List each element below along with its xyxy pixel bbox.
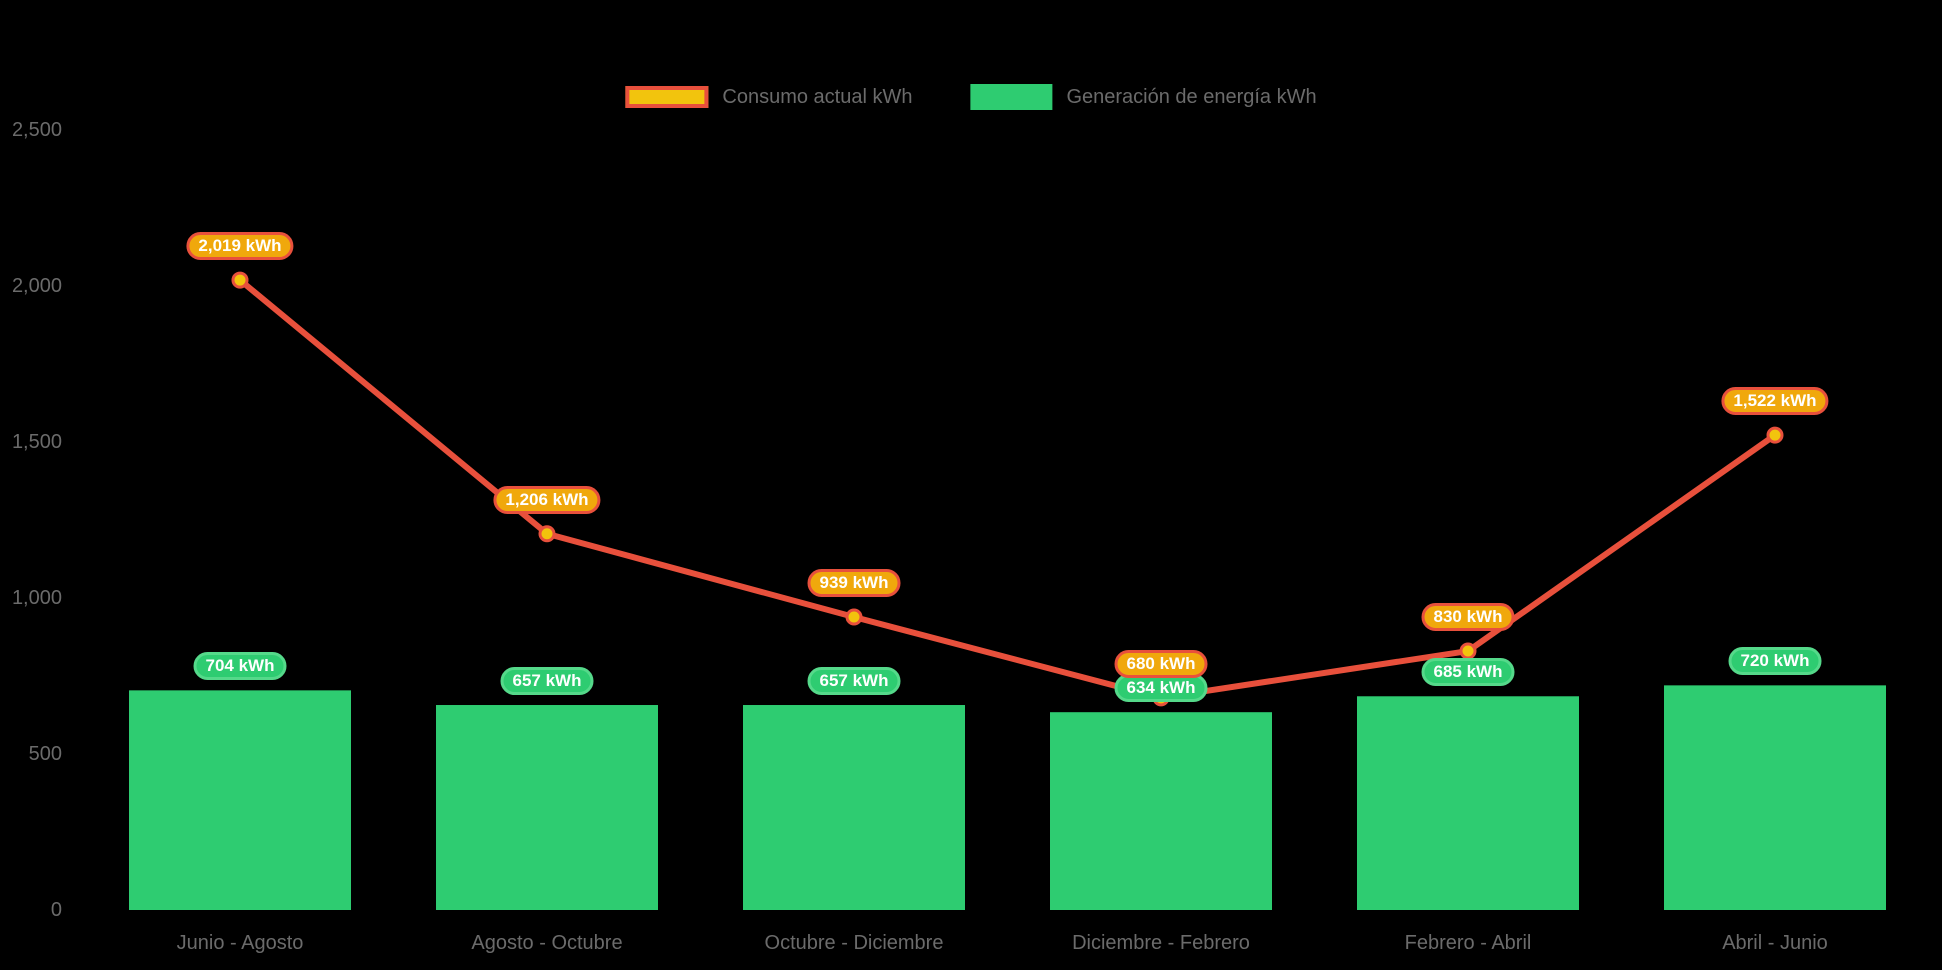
- consumption-value-label: 680 kWh: [1114, 649, 1208, 678]
- consumption-value-label: 830 kWh: [1421, 603, 1515, 632]
- consumo-swatch-icon: [625, 86, 709, 108]
- legend-item-consumo[interactable]: Consumo actual kWh: [625, 86, 912, 109]
- generation-bar[interactable]: [743, 705, 965, 910]
- generation-bar[interactable]: [436, 705, 658, 910]
- generation-value-label: 685 kWh: [1421, 658, 1515, 687]
- consumption-value-label: 1,206 kWh: [493, 485, 601, 514]
- legend-label-generacion: Generación de energía kWh: [1066, 85, 1317, 108]
- consumption-point[interactable]: [538, 525, 556, 543]
- x-axis-label-octubre-diciembre: Octubre - Diciembre: [764, 932, 944, 954]
- legend-label-consumo: Consumo actual kWh: [722, 85, 913, 108]
- generacion-swatch-icon: [970, 84, 1053, 110]
- chart-legend: Consumo actual kWh Generación de energía…: [625, 84, 1317, 110]
- consumption-point[interactable]: [231, 271, 249, 289]
- y-axis-label-2500: 2,500: [11, 119, 62, 141]
- y-axis-label-1500: 1,500: [11, 431, 62, 453]
- consumption-line: [238, 277, 1777, 701]
- x-axis-label-junio-agosto: Junio - Agosto: [176, 932, 304, 954]
- y-axis-label-2000: 2,000: [11, 275, 62, 297]
- consumption-value-label: 2,019 kWh: [186, 232, 294, 261]
- generation-bar[interactable]: [1050, 712, 1272, 910]
- consumption-point[interactable]: [845, 608, 863, 626]
- legend-item-generacion[interactable]: Generación de energía kWh: [970, 84, 1317, 110]
- y-axis-label-1000: 1,000: [11, 587, 62, 609]
- generation-value-label: 634 kWh: [1114, 674, 1208, 703]
- x-axis-label-diciembre-febrero: Diciembre - Febrero: [1072, 932, 1250, 954]
- x-axis-label-abril-junio: Abril - Junio: [1722, 932, 1828, 954]
- generation-bar[interactable]: [1664, 685, 1886, 910]
- consumption-point[interactable]: [1766, 426, 1784, 444]
- generation-value-label: 704 kWh: [193, 652, 287, 681]
- y-axis-label-0: 0: [50, 899, 62, 921]
- consumption-value-label: 939 kWh: [807, 569, 901, 598]
- generation-bar[interactable]: [1357, 696, 1579, 910]
- generation-value-label: 720 kWh: [1728, 647, 1822, 676]
- generation-value-label: 657 kWh: [807, 667, 901, 696]
- generation-bar[interactable]: [129, 690, 351, 910]
- consumption-point[interactable]: [1459, 642, 1477, 660]
- consumption-value-label: 1,522 kWh: [1721, 387, 1829, 416]
- y-axis-label-500: 500: [28, 743, 62, 765]
- x-axis-label-febrero-abril: Febrero - Abril: [1404, 932, 1532, 954]
- generation-value-label: 657 kWh: [500, 667, 594, 696]
- x-axis-label-agosto-octubre: Agosto - Octubre: [471, 932, 623, 954]
